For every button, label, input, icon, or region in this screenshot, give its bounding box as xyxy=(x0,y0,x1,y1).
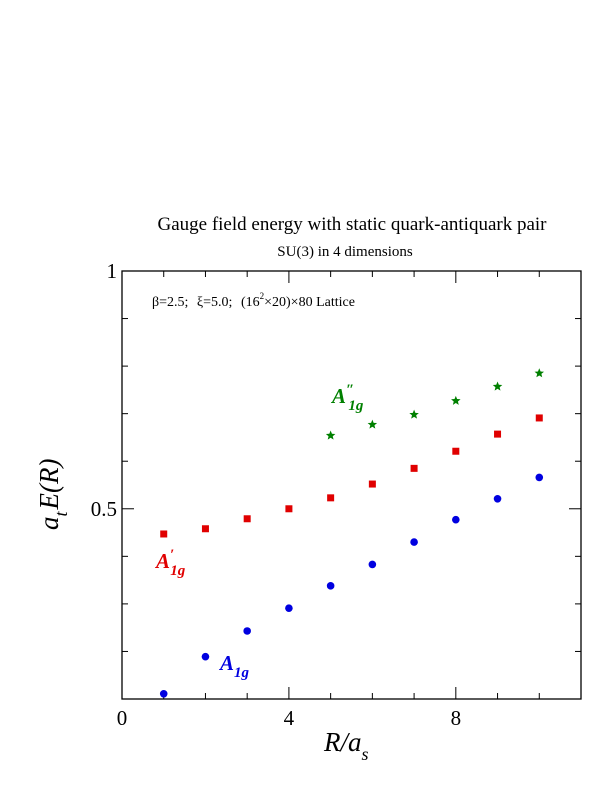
annotation-lattice-open: (16 xyxy=(241,295,260,310)
data-point xyxy=(201,525,209,533)
data-point xyxy=(452,447,460,455)
data-point xyxy=(368,480,376,488)
series-label-a1g-double-prime-mark: ″ xyxy=(346,382,354,398)
lattice-annotation: β=2.5; ξ=5.0; (162×20)×80 Lattice xyxy=(152,291,355,310)
y-tick-label: 0.5 xyxy=(91,497,117,521)
ticks-group xyxy=(121,270,582,699)
series-label-a1g-double-prime: A″ 1g xyxy=(330,382,364,414)
series-label-a1g-main: A xyxy=(218,651,234,675)
y-axis-label-main: E(R) xyxy=(34,459,64,511)
chart-subtitle: SU(3) in 4 dimensions xyxy=(277,244,413,260)
data-point xyxy=(410,464,418,472)
y-axis-label-pre: a xyxy=(34,517,64,531)
y-tick-label: 1 xyxy=(107,259,118,283)
data-point xyxy=(327,494,335,502)
data-point xyxy=(452,515,460,524)
data-point xyxy=(325,430,336,440)
y-axis-label-sub: t xyxy=(51,511,71,517)
data-point xyxy=(243,627,251,635)
annotation-xi: ξ=5.0; xyxy=(197,295,233,310)
data-point xyxy=(535,473,544,482)
x-axis-label-main: R/a xyxy=(323,727,362,757)
x-axis-label: R/as xyxy=(323,727,369,764)
data-point xyxy=(494,430,502,438)
data-point xyxy=(492,381,503,391)
data-point xyxy=(410,538,418,546)
data-point xyxy=(243,515,251,523)
data-point xyxy=(451,395,461,405)
data-point xyxy=(159,689,168,698)
data-point xyxy=(409,409,419,419)
data-point xyxy=(368,560,377,569)
annotation-beta: β=2.5; xyxy=(152,295,188,310)
plot-frame xyxy=(121,270,582,700)
data-point xyxy=(534,368,545,378)
data-point xyxy=(367,419,378,429)
data-point xyxy=(160,530,168,538)
series-label-a1g-double-prime-sub: 1g xyxy=(348,398,364,414)
data-point xyxy=(201,652,210,661)
x-axis-label-sub: s xyxy=(362,744,369,764)
x-tick-label: 8 xyxy=(451,706,462,730)
tick-labels-group: 0 4 8 0.5 1 xyxy=(91,259,461,730)
data-point xyxy=(535,414,543,422)
series-label-a1g-prime-main: A xyxy=(154,549,170,573)
series-3 xyxy=(325,368,545,440)
series-1 xyxy=(159,473,544,698)
data-point xyxy=(285,604,293,612)
series-label-a1g-prime: A′ 1g xyxy=(154,547,186,579)
data-point xyxy=(326,582,335,590)
annotation-lattice-exp: 2 xyxy=(260,291,265,301)
data-point xyxy=(493,494,502,503)
marks-group xyxy=(159,368,545,698)
annotation-lattice-close: ×20)×80 Lattice xyxy=(264,295,355,310)
series-label-a1g-double-prime-main: A xyxy=(330,384,346,408)
plot-frame-group xyxy=(121,270,582,700)
x-tick-label: 0 xyxy=(117,706,128,730)
series-label-a1g-prime-mark: ′ xyxy=(170,547,174,563)
series-2 xyxy=(160,414,543,538)
series-label-a1g-prime-sub: 1g xyxy=(170,563,186,579)
series-label-a1g-sub: 1g xyxy=(234,665,250,681)
data-point xyxy=(285,505,293,513)
x-tick-label: 4 xyxy=(284,706,295,730)
chart-title: Gauge field energy with static quark-ant… xyxy=(157,214,547,235)
y-axis-label: atE(R) xyxy=(34,459,71,530)
series-label-a1g: A1g xyxy=(218,651,250,681)
